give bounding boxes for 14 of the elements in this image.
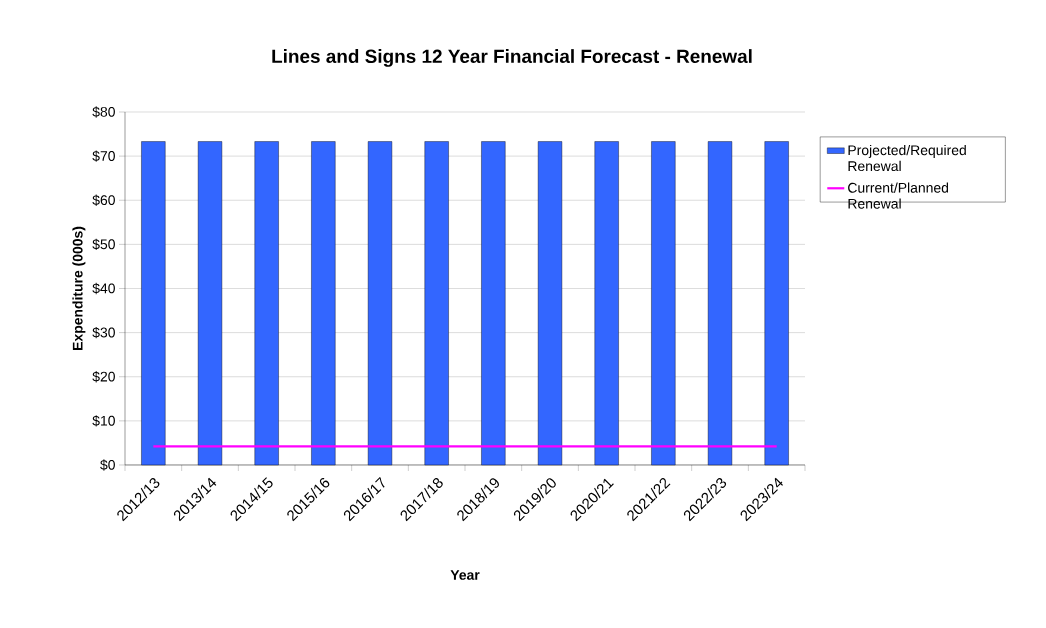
y-axis-title: Expenditure (000s) bbox=[72, 226, 86, 350]
legend-label: Current/Planned Renewal bbox=[848, 182, 949, 209]
y-tick-label: $80 bbox=[92, 106, 115, 118]
y-tick-label: $0 bbox=[100, 459, 115, 471]
y-tick-label: $10 bbox=[92, 415, 115, 427]
x-axis-title: Year bbox=[450, 570, 480, 580]
chart-title: Lines and Signs 12 Year Financial Forecast - Renewal bbox=[272, 49, 752, 67]
y-tick-label: $70 bbox=[92, 150, 115, 162]
y-tick-label: $30 bbox=[92, 326, 115, 339]
y-tick-label: $40 bbox=[92, 282, 115, 295]
legend-label: Projected/Required Renewal bbox=[848, 144, 966, 172]
y-tick-label: $20 bbox=[92, 371, 115, 383]
y-tick-label: $60 bbox=[92, 194, 115, 206]
y-tick-label: $50 bbox=[92, 238, 115, 251]
